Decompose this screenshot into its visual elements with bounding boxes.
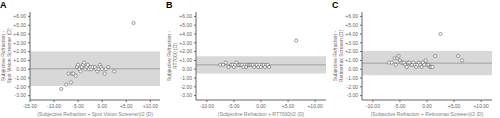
svg-text:+5.00: +5.00 — [345, 22, 358, 28]
svg-text:-3.00: -3.00 — [347, 92, 359, 98]
svg-text:+3.00: +3.00 — [179, 40, 192, 46]
html-text:B: B — [166, 0, 173, 10]
svg-text:-3.00: -3.00 — [181, 92, 193, 98]
svg-text:+3.00: +3.00 — [13, 40, 26, 46]
svg-text:-10.00: -10.00 — [200, 103, 214, 109]
svg-text:+5.00: +5.00 — [448, 103, 461, 109]
svg-text:-1.00: -1.00 — [15, 75, 27, 81]
svg-text:+5.00: +5.00 — [120, 103, 133, 109]
svg-text:+10.00: +10.00 — [473, 103, 489, 109]
svg-text:-10.00: -10.00 — [366, 103, 380, 109]
svg-text:+2.00: +2.00 — [345, 48, 358, 54]
svg-text:+5.00: +5.00 — [13, 22, 26, 28]
svg-text:0.00: 0.00 — [182, 66, 192, 72]
svg-text:-1.00: -1.00 — [181, 75, 193, 81]
svg-text:0.00: 0.00 — [422, 103, 432, 109]
svg-text:0.00: 0.00 — [348, 66, 358, 72]
svg-text:-3.00: -3.00 — [15, 92, 27, 98]
svg-text:+5.00: +5.00 — [179, 22, 192, 28]
svg-text:-5.00: -5.00 — [228, 103, 240, 109]
svg-text:0.00: 0.00 — [97, 103, 107, 109]
svg-text:+1.00: +1.00 — [345, 57, 358, 63]
svg-text:+4.00: +4.00 — [345, 31, 358, 37]
svg-text:+6.00: +6.00 — [13, 13, 26, 19]
svg-text:-5.00: -5.00 — [394, 103, 406, 109]
svg-text:+3.00: +3.00 — [345, 40, 358, 46]
svg-text:+1.00: +1.00 — [179, 57, 192, 63]
svg-text:-5.00: -5.00 — [72, 103, 84, 109]
svg-text:+2.00: +2.00 — [13, 48, 26, 54]
html-text:Subjective Refraction - Spot V: Subjective Refraction - Spot Vision Scre… — [0, 28, 12, 84]
svg-text:0.00: 0.00 — [16, 66, 26, 72]
svg-text:0.00: 0.00 — [256, 103, 266, 109]
svg-text:+1.00: +1.00 — [13, 57, 26, 63]
svg-text:(Subjective Refraction + RT700: (Subjective Refraction + RT7000)/2 (D) — [218, 111, 305, 117]
svg-text:-2.00: -2.00 — [347, 84, 359, 90]
svg-text:-15.00: -15.00 — [23, 103, 37, 109]
svg-text:-2.00: -2.00 — [181, 84, 193, 90]
svg-text:+6.00: +6.00 — [345, 13, 358, 19]
svg-text:+5.00: +5.00 — [282, 103, 295, 109]
html-text:C: C — [332, 0, 339, 10]
svg-text:-2.00: -2.00 — [15, 84, 27, 90]
svg-text:-1.00: -1.00 — [347, 75, 359, 81]
svg-text:(Subjective Refraction + Spot: (Subjective Refraction + Spot Vision Scr… — [37, 111, 153, 117]
html-text:Subjective Refraction - Retino: Subjective Refraction - Retinomax Screee… — [332, 30, 344, 83]
svg-text:+10.00: +10.00 — [307, 103, 323, 109]
svg-text:(Subjective Refraction + Retin: (Subjective Refraction + Retinomax Scree… — [371, 111, 484, 117]
svg-text:+4.00: +4.00 — [13, 31, 26, 37]
svg-text:+6.00: +6.00 — [179, 13, 192, 19]
svg-text:+10.00: +10.00 — [143, 103, 159, 109]
svg-text:+2.00: +2.00 — [179, 48, 192, 54]
html-text:Subjective Refraction - RT7000: Subjective Refraction - RT7000 (D) — [166, 30, 178, 82]
html-text:A: A — [0, 0, 7, 10]
svg-text:+4.00: +4.00 — [179, 31, 192, 37]
svg-text:-10.00: -10.00 — [47, 103, 61, 109]
